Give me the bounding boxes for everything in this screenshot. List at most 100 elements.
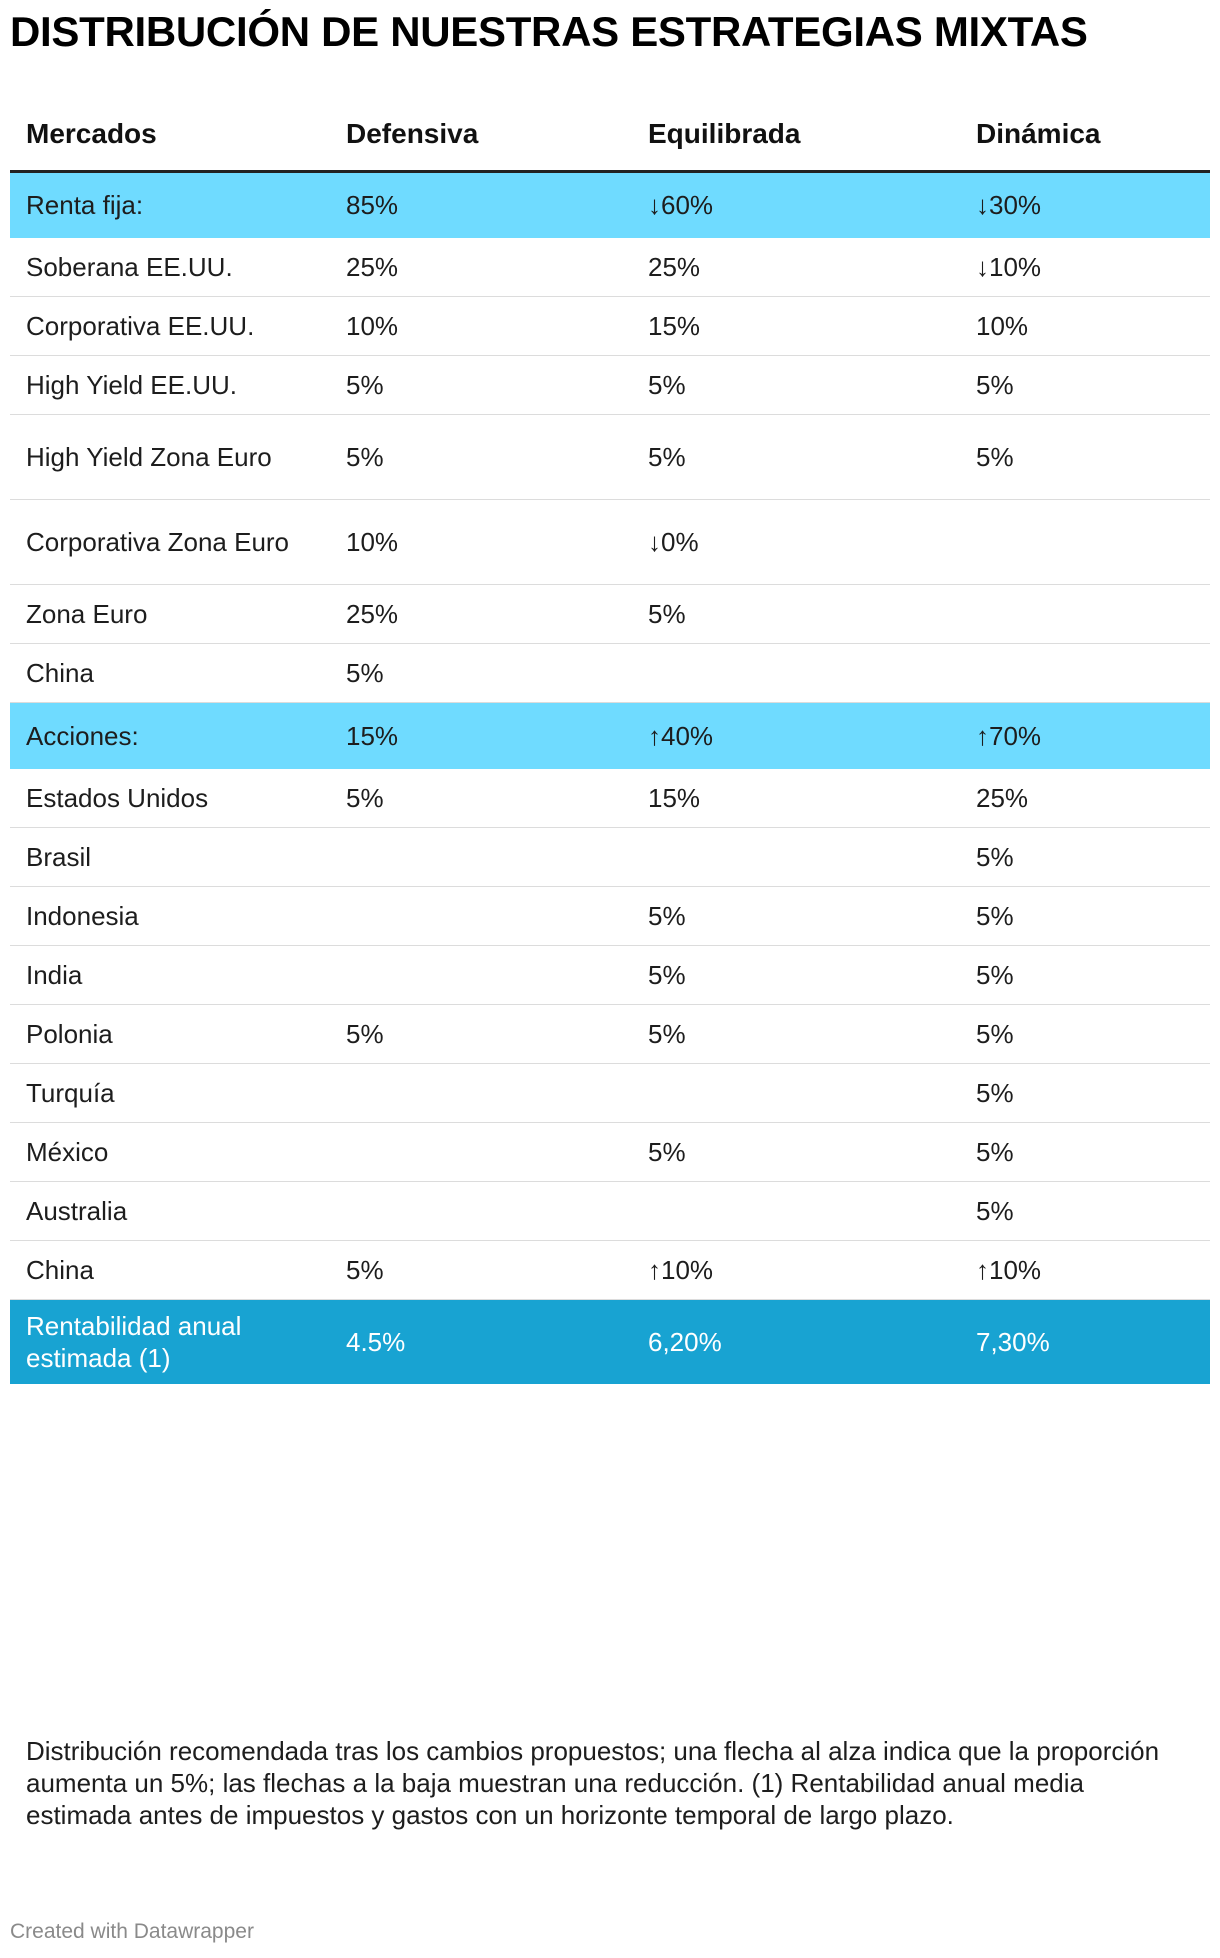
allocation-cell: 5% bbox=[960, 827, 1210, 887]
allocation-cell bbox=[632, 1063, 960, 1123]
allocation-cell: 5% bbox=[330, 355, 632, 415]
table-row: Indonesia 5% 5% bbox=[10, 886, 1210, 946]
allocation-cell: 10% bbox=[960, 296, 1210, 356]
allocation-cell: 5% bbox=[960, 1122, 1210, 1182]
allocation-cell: ↑10% bbox=[632, 1240, 960, 1300]
market-cell: China bbox=[10, 643, 330, 703]
allocation-cell: ↑70% bbox=[960, 702, 1210, 769]
allocation-cell: 25% bbox=[330, 237, 632, 297]
allocation-cell: 6,20% bbox=[632, 1299, 960, 1384]
page-title: DISTRIBUCIÓN DE NUESTRAS ESTRATEGIAS MIX… bbox=[10, 8, 1088, 55]
market-cell: Brasil bbox=[10, 827, 330, 887]
market-cell: High Yield Zona Euro bbox=[10, 414, 330, 500]
allocation-cell bbox=[960, 643, 1210, 703]
column-header-dinamica: Dinámica bbox=[960, 98, 1210, 173]
table-row: China 5% bbox=[10, 643, 1210, 703]
allocation-cell bbox=[632, 643, 960, 703]
allocation-cell: 10% bbox=[330, 499, 632, 585]
column-header-equilibrada: Equilibrada bbox=[632, 98, 960, 173]
allocation-cell: 15% bbox=[632, 296, 960, 356]
table-row: Polonia 5% 5% 5% bbox=[10, 1004, 1210, 1064]
market-cell: Zona Euro bbox=[10, 584, 330, 644]
allocation-cell: ↓30% bbox=[960, 171, 1210, 238]
allocation-cell bbox=[632, 1181, 960, 1241]
allocation-cell: 5% bbox=[632, 886, 960, 946]
table-row: México 5% 5% bbox=[10, 1122, 1210, 1182]
allocation-cell: 25% bbox=[960, 768, 1210, 828]
table-row: Brasil 5% bbox=[10, 827, 1210, 887]
market-cell: Indonesia bbox=[10, 886, 330, 946]
allocation-cell: 5% bbox=[330, 768, 632, 828]
table-row: Estados Unidos 5% 15% 25% bbox=[10, 768, 1210, 828]
credit-line: Created with Datawrapper bbox=[10, 1920, 254, 1943]
allocation-cell: 85% bbox=[330, 171, 632, 238]
allocation-table: Mercados Defensiva Equilibrada Dinámica … bbox=[10, 98, 1210, 1384]
table-row: High Yield EE.UU. 5% 5% 5% bbox=[10, 355, 1210, 415]
allocation-cell bbox=[330, 1122, 632, 1182]
market-cell: Turquía bbox=[10, 1063, 330, 1123]
allocation-cell: ↓0% bbox=[632, 499, 960, 585]
allocation-cell: 5% bbox=[960, 1181, 1210, 1241]
market-cell: Polonia bbox=[10, 1004, 330, 1064]
allocation-cell bbox=[330, 886, 632, 946]
allocation-cell: 5% bbox=[330, 1004, 632, 1064]
allocation-cell: 7,30% bbox=[960, 1299, 1210, 1384]
market-cell: India bbox=[10, 945, 330, 1005]
allocation-cell: 25% bbox=[330, 584, 632, 644]
market-cell: Soberana EE.UU. bbox=[10, 237, 330, 297]
allocation-cell: 5% bbox=[632, 1122, 960, 1182]
market-cell: Estados Unidos bbox=[10, 768, 330, 828]
allocation-cell bbox=[330, 945, 632, 1005]
column-header-mercados: Mercados bbox=[10, 98, 330, 173]
market-cell: Rentabilidad anual estimada (1) bbox=[10, 1299, 330, 1384]
table-row: Corporativa EE.UU. 10% 15% 10% bbox=[10, 296, 1210, 356]
market-cell: Corporativa EE.UU. bbox=[10, 296, 330, 356]
allocation-cell: 10% bbox=[330, 296, 632, 356]
table-row: China 5% ↑10% ↑10% bbox=[10, 1240, 1210, 1300]
market-cell: México bbox=[10, 1122, 330, 1182]
market-cell: China bbox=[10, 1240, 330, 1300]
allocation-cell: 5% bbox=[632, 584, 960, 644]
allocation-cell: 5% bbox=[960, 945, 1210, 1005]
allocation-cell: ↓60% bbox=[632, 171, 960, 238]
allocation-cell: 5% bbox=[960, 886, 1210, 946]
table-body: Renta fija: 85% ↓60% ↓30% Soberana EE.UU. 25%… bbox=[10, 171, 1210, 1384]
allocation-cell: 5% bbox=[632, 1004, 960, 1064]
table-row: Australia 5% bbox=[10, 1181, 1210, 1241]
allocation-cell bbox=[330, 1181, 632, 1241]
market-cell: Australia bbox=[10, 1181, 330, 1241]
allocation-cell: 5% bbox=[632, 945, 960, 1005]
allocation-cell: 15% bbox=[632, 768, 960, 828]
allocation-cell bbox=[632, 827, 960, 887]
allocation-cell bbox=[960, 584, 1210, 644]
allocation-cell: 5% bbox=[960, 414, 1210, 500]
market-cell: Corporativa Zona Euro bbox=[10, 499, 330, 585]
allocation-cell bbox=[330, 827, 632, 887]
allocation-cell: 5% bbox=[960, 355, 1210, 415]
table-row: Turquía 5% bbox=[10, 1063, 1210, 1123]
allocation-cell: 5% bbox=[960, 1004, 1210, 1064]
column-header-defensiva: Defensiva bbox=[330, 98, 632, 173]
group-row: Renta fija: 85% ↓60% ↓30% bbox=[10, 171, 1210, 238]
market-cell: High Yield EE.UU. bbox=[10, 355, 330, 415]
group-row: Acciones: 15% ↑40% ↑70% bbox=[10, 702, 1210, 769]
allocation-cell: 5% bbox=[632, 414, 960, 500]
table-row: India 5% 5% bbox=[10, 945, 1210, 1005]
allocation-cell: ↑40% bbox=[632, 702, 960, 769]
allocation-cell: 4.5% bbox=[330, 1299, 632, 1384]
table-header-row: Mercados Defensiva Equilibrada Dinámica bbox=[10, 98, 1210, 173]
allocation-cell: 5% bbox=[632, 355, 960, 415]
allocation-cell: ↓10% bbox=[960, 237, 1210, 297]
allocation-cell bbox=[960, 499, 1210, 585]
allocation-cell: 5% bbox=[330, 414, 632, 500]
table-row: Soberana EE.UU. 25% 25% ↓10% bbox=[10, 237, 1210, 297]
market-cell: Acciones: bbox=[10, 702, 330, 769]
allocation-cell: 5% bbox=[960, 1063, 1210, 1123]
footnote: Distribución recomendada tras los cambio… bbox=[26, 1736, 1160, 1830]
allocation-cell: 25% bbox=[632, 237, 960, 297]
table-row: High Yield Zona Euro 5% 5% 5% bbox=[10, 414, 1210, 500]
table-row: Zona Euro 25% 5% bbox=[10, 584, 1210, 644]
allocation-cell: 15% bbox=[330, 702, 632, 769]
allocation-cell bbox=[330, 1063, 632, 1123]
table-row: Corporativa Zona Euro 10% ↓0% bbox=[10, 499, 1210, 585]
